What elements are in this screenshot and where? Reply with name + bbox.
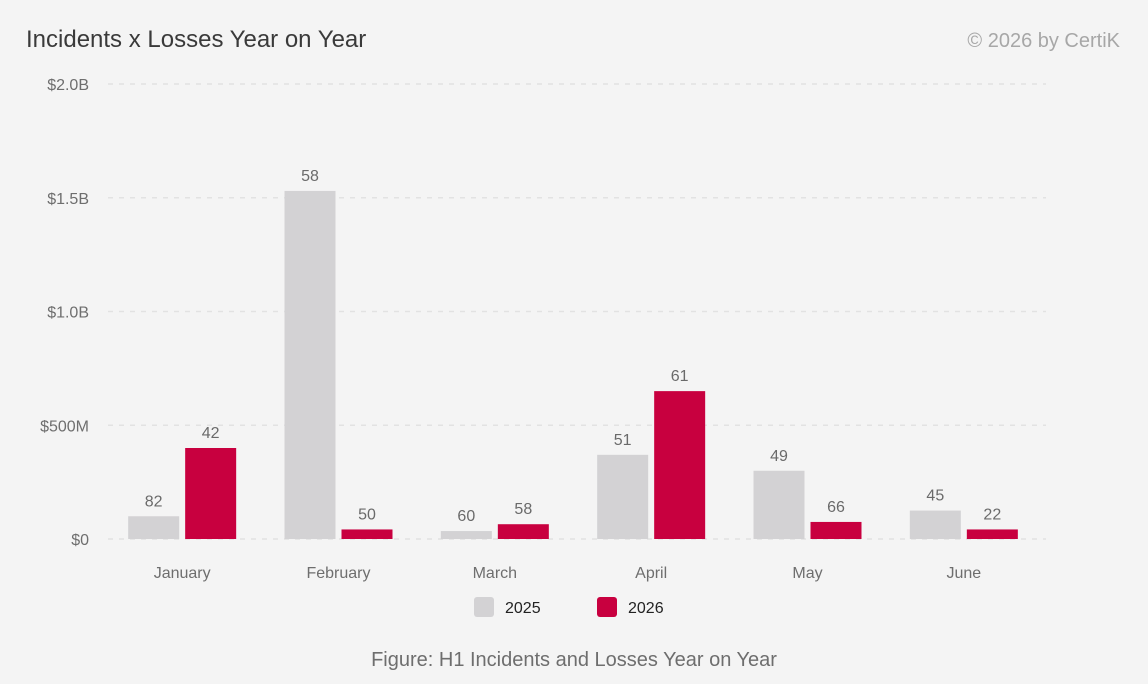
bar-2026-june[interactable]: [966, 529, 1018, 539]
bar-2026-april[interactable]: [654, 391, 706, 539]
bar-2026-january[interactable]: [185, 448, 237, 539]
x-tick-label: May: [792, 565, 822, 582]
y-tick-label: $500M: [40, 418, 89, 435]
bar-data-label: 45: [926, 488, 944, 505]
y-tick-label: $1.0B: [47, 305, 89, 322]
y-tick-label: $0: [71, 532, 89, 549]
bar-2026-may[interactable]: [810, 521, 862, 539]
x-tick-label: April: [635, 565, 667, 582]
x-tick-label: June: [946, 565, 981, 582]
bar-2026-march[interactable]: [497, 524, 549, 539]
bar-data-label: 82: [145, 493, 163, 510]
bar-data-label: 51: [614, 432, 632, 449]
credit-text: © 2026 by CertiK: [967, 30, 1120, 52]
y-tick-label: $1.5B: [47, 191, 89, 208]
legend-swatch-2025[interactable]: [474, 597, 494, 617]
bar-data-label: 58: [301, 168, 319, 185]
bar-2025-january[interactable]: [128, 516, 180, 539]
bar-2025-april[interactable]: [597, 454, 649, 539]
x-tick-label: January: [154, 565, 211, 582]
bar-data-label: 49: [770, 448, 788, 465]
bar-data-label: 61: [671, 368, 689, 385]
bar-data-label: 58: [514, 501, 532, 518]
bar-data-label: 60: [457, 508, 475, 525]
legend-label-2025[interactable]: 2025: [505, 600, 541, 617]
bar-data-label: 50: [358, 506, 376, 523]
bar-2025-february[interactable]: [284, 190, 336, 540]
y-tick-label: $2.0B: [47, 77, 89, 94]
x-tick-label: March: [473, 565, 517, 582]
bar-data-label: 66: [827, 499, 845, 516]
bar-2025-march[interactable]: [440, 531, 492, 539]
bar-2025-june[interactable]: [909, 510, 961, 539]
bar-data-label: 42: [202, 425, 220, 442]
bar-2025-may[interactable]: [753, 470, 805, 539]
bar-data-label: 22: [983, 506, 1001, 523]
bar-2026-february[interactable]: [341, 529, 393, 539]
x-tick-label: February: [306, 565, 370, 582]
chart-title: Incidents x Losses Year on Year: [26, 26, 367, 53]
legend-label-2026[interactable]: 2026: [628, 600, 664, 617]
figure-caption: Figure: H1 Incidents and Losses Year on …: [371, 649, 777, 671]
legend-swatch-2026[interactable]: [597, 597, 617, 617]
